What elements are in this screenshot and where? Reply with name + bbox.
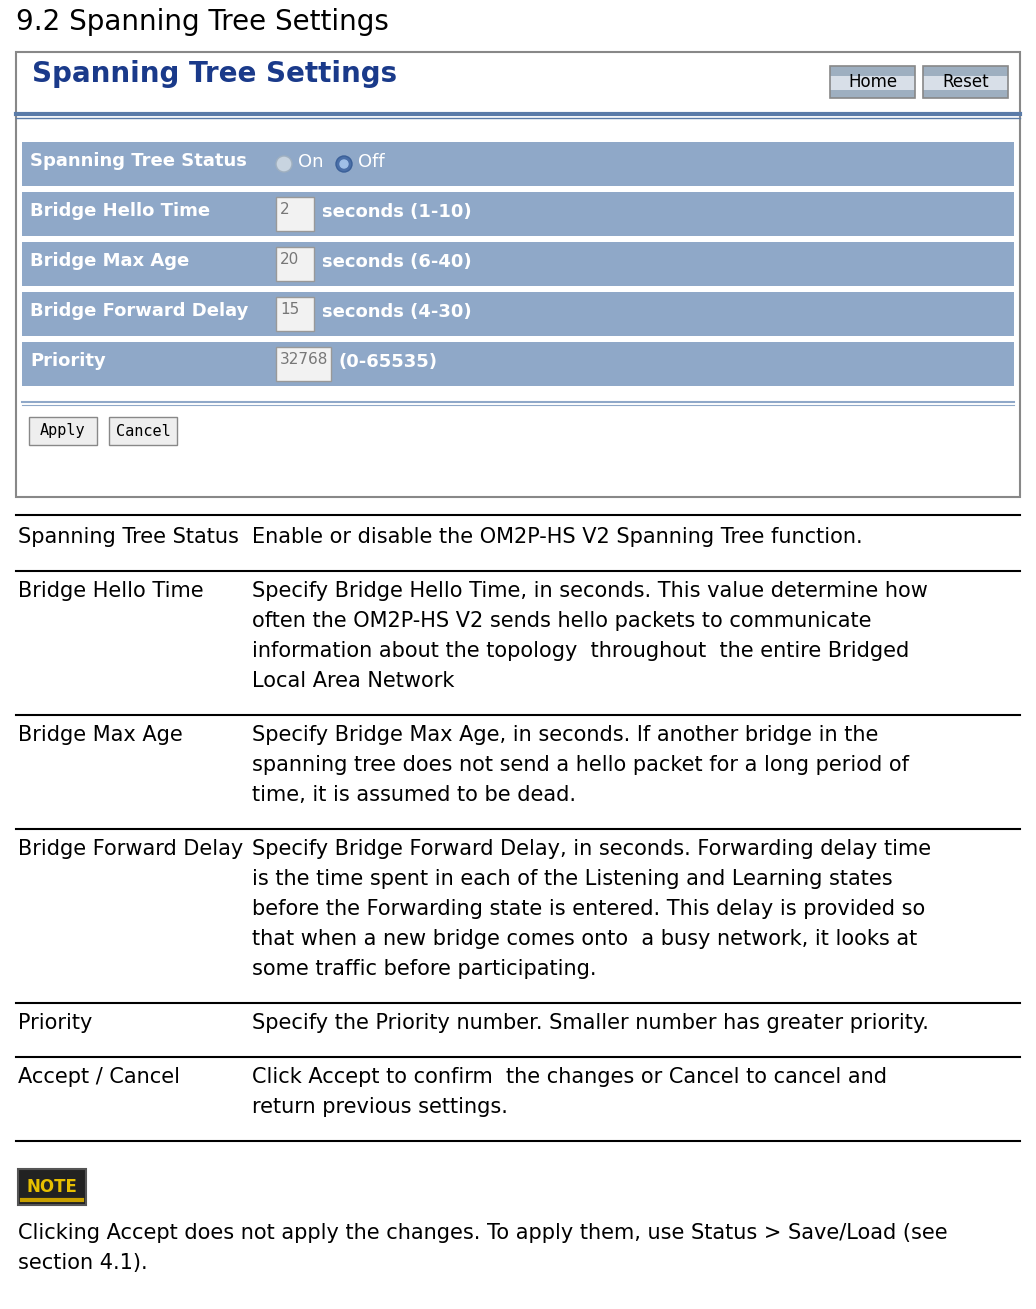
Bar — [830, 90, 915, 98]
Text: before the Forwarding state is entered. This delay is provided so: before the Forwarding state is entered. … — [252, 899, 925, 919]
Text: Priority: Priority — [30, 352, 106, 370]
Bar — [276, 347, 330, 381]
Bar — [923, 90, 1008, 98]
Text: return previous settings.: return previous settings. — [252, 1097, 508, 1117]
Bar — [923, 76, 1008, 98]
Text: NOTE: NOTE — [27, 1178, 78, 1196]
Text: is the time spent in each of the Listening and Learning states: is the time spent in each of the Listeni… — [252, 869, 893, 889]
Text: 32768: 32768 — [280, 352, 328, 367]
Bar — [830, 76, 915, 98]
Text: Click Accept to confirm  the changes or Cancel to cancel and: Click Accept to confirm the changes or C… — [252, 1067, 887, 1086]
Bar — [923, 65, 1008, 98]
Text: Off: Off — [358, 153, 384, 171]
Text: Accept / Cancel: Accept / Cancel — [18, 1067, 180, 1086]
Bar — [276, 247, 314, 281]
Bar — [830, 65, 915, 76]
Text: Specify Bridge Hello Time, in seconds. This value determine how: Specify Bridge Hello Time, in seconds. T… — [252, 581, 928, 601]
Text: Bridge Max Age: Bridge Max Age — [18, 725, 182, 745]
Text: Priority: Priority — [18, 1013, 92, 1033]
Text: some traffic before participating.: some traffic before participating. — [252, 959, 597, 979]
Text: Home: Home — [847, 73, 897, 92]
Text: Bridge Forward Delay: Bridge Forward Delay — [30, 302, 249, 319]
Bar — [276, 196, 314, 230]
Bar — [18, 1169, 86, 1206]
Text: Cancel: Cancel — [116, 424, 170, 439]
Text: Spanning Tree Settings: Spanning Tree Settings — [32, 60, 397, 88]
Text: 2: 2 — [280, 202, 290, 217]
Text: 15: 15 — [280, 302, 299, 317]
Text: Specify Bridge Forward Delay, in seconds. Forwarding delay time: Specify Bridge Forward Delay, in seconds… — [252, 839, 931, 859]
Bar — [276, 297, 314, 331]
Bar — [22, 292, 1014, 336]
Text: (0-65535): (0-65535) — [339, 353, 438, 370]
Bar — [22, 141, 1014, 186]
FancyBboxPatch shape — [29, 418, 97, 445]
Text: Enable or disable the OM2P-HS V2 Spanning Tree function.: Enable or disable the OM2P-HS V2 Spannin… — [252, 528, 863, 547]
Text: Bridge Hello Time: Bridge Hello Time — [30, 202, 210, 220]
Text: Bridge Hello Time: Bridge Hello Time — [18, 581, 204, 601]
Text: Specify Bridge Max Age, in seconds. If another bridge in the: Specify Bridge Max Age, in seconds. If a… — [252, 725, 879, 745]
FancyBboxPatch shape — [109, 418, 177, 445]
Circle shape — [276, 156, 292, 171]
Text: often the OM2P-HS V2 sends hello packets to communicate: often the OM2P-HS V2 sends hello packets… — [252, 611, 871, 631]
Text: On: On — [298, 153, 323, 171]
Text: information about the topology  throughout  the entire Bridged: information about the topology throughou… — [252, 641, 910, 661]
Text: Specify the Priority number. Smaller number has greater priority.: Specify the Priority number. Smaller num… — [252, 1013, 929, 1033]
Text: 20: 20 — [280, 253, 299, 267]
Text: Spanning Tree Status: Spanning Tree Status — [18, 528, 239, 547]
Bar — [22, 342, 1014, 386]
Text: time, it is assumed to be dead.: time, it is assumed to be dead. — [252, 785, 576, 805]
Text: Apply: Apply — [40, 424, 86, 439]
Text: that when a new bridge comes onto  a busy network, it looks at: that when a new bridge comes onto a busy… — [252, 929, 917, 949]
Bar — [830, 65, 915, 98]
Text: seconds (4-30): seconds (4-30) — [322, 302, 471, 321]
Bar — [22, 192, 1014, 236]
Text: 9.2 Spanning Tree Settings: 9.2 Spanning Tree Settings — [16, 8, 388, 37]
Text: Bridge Forward Delay: Bridge Forward Delay — [18, 839, 243, 859]
Text: Bridge Max Age: Bridge Max Age — [30, 253, 190, 270]
Text: seconds (6-40): seconds (6-40) — [322, 253, 471, 271]
Circle shape — [336, 156, 352, 171]
Bar — [16, 52, 1020, 497]
Text: section 4.1).: section 4.1). — [18, 1253, 147, 1272]
Text: Spanning Tree Status: Spanning Tree Status — [30, 152, 247, 170]
Text: seconds (1-10): seconds (1-10) — [322, 203, 471, 221]
Text: Local Area Network: Local Area Network — [252, 672, 455, 691]
Text: Reset: Reset — [942, 73, 988, 92]
Bar — [22, 242, 1014, 285]
Circle shape — [340, 160, 348, 168]
Text: spanning tree does not send a hello packet for a long period of: spanning tree does not send a hello pack… — [252, 755, 909, 775]
Bar — [923, 65, 1008, 76]
Text: Clicking Accept does not apply the changes. To apply them, use Status > Save/Loa: Clicking Accept does not apply the chang… — [18, 1223, 948, 1244]
